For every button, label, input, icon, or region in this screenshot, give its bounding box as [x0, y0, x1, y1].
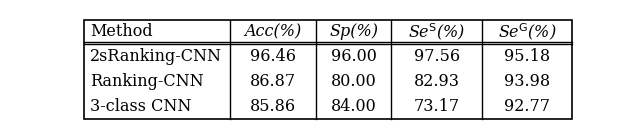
Text: 95.18: 95.18	[504, 48, 550, 65]
Text: 84.00: 84.00	[331, 98, 376, 115]
Text: Se$^{\mathrm{G}}$(%): Se$^{\mathrm{G}}$(%)	[497, 22, 556, 42]
Text: Ranking-CNN: Ranking-CNN	[90, 73, 204, 90]
Text: 86.87: 86.87	[250, 73, 296, 90]
Text: 97.56: 97.56	[413, 48, 460, 65]
Text: Sp(%): Sp(%)	[329, 24, 378, 41]
Text: Se$^{\mathrm{S}}$(%): Se$^{\mathrm{S}}$(%)	[408, 22, 465, 42]
Text: Method: Method	[90, 24, 152, 41]
Text: 93.98: 93.98	[504, 73, 550, 90]
Text: 96.46: 96.46	[250, 48, 296, 65]
Text: 92.77: 92.77	[504, 98, 550, 115]
Text: 2sRanking-CNN: 2sRanking-CNN	[90, 48, 222, 65]
Text: 73.17: 73.17	[413, 98, 460, 115]
Text: 85.86: 85.86	[250, 98, 296, 115]
Text: 82.93: 82.93	[413, 73, 460, 90]
Text: 96.00: 96.00	[331, 48, 376, 65]
Text: Acc(%): Acc(%)	[244, 24, 301, 41]
Text: 3-class CNN: 3-class CNN	[90, 98, 191, 115]
Text: 80.00: 80.00	[331, 73, 376, 90]
